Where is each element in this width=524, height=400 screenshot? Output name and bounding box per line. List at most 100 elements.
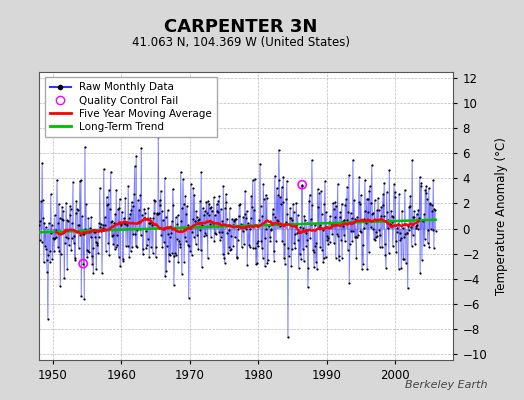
Point xyxy=(325,239,334,246)
Point xyxy=(343,216,351,223)
Point xyxy=(334,257,343,263)
Point xyxy=(279,173,288,180)
Point xyxy=(313,266,321,272)
Point xyxy=(72,198,81,204)
Point xyxy=(328,231,336,238)
Point xyxy=(61,240,69,246)
Point xyxy=(311,221,319,228)
Point xyxy=(198,222,206,228)
Point xyxy=(144,236,152,242)
Point xyxy=(390,181,398,188)
Point xyxy=(138,212,146,218)
Point xyxy=(359,225,368,232)
Point xyxy=(49,236,58,243)
Point xyxy=(223,230,232,236)
Point xyxy=(421,187,430,193)
Point xyxy=(428,208,436,214)
Point xyxy=(106,206,114,212)
Point xyxy=(77,177,85,184)
Point xyxy=(231,234,239,240)
Point xyxy=(235,202,244,208)
Point xyxy=(210,238,219,244)
Point xyxy=(105,186,113,193)
Point xyxy=(239,214,248,220)
Point xyxy=(395,266,403,272)
Point xyxy=(326,213,334,220)
Point xyxy=(147,220,156,226)
Point xyxy=(188,252,196,258)
Point xyxy=(304,265,313,272)
Point xyxy=(136,192,145,198)
Point xyxy=(263,194,271,201)
Point xyxy=(63,218,72,224)
Point xyxy=(351,216,359,223)
Point xyxy=(205,200,213,207)
Point xyxy=(115,196,124,202)
Point xyxy=(431,228,440,234)
Point xyxy=(393,225,401,231)
Point xyxy=(249,206,258,213)
Point xyxy=(259,181,268,188)
Point xyxy=(317,188,325,194)
Point xyxy=(152,210,161,217)
Point xyxy=(253,240,261,246)
Point xyxy=(134,219,143,226)
Point xyxy=(363,266,372,272)
Point xyxy=(101,214,109,221)
Point xyxy=(51,234,59,241)
Point xyxy=(105,252,114,258)
Point xyxy=(361,208,369,214)
Point xyxy=(402,259,410,266)
Point xyxy=(266,238,275,244)
Point xyxy=(348,156,357,163)
Point xyxy=(116,263,125,270)
Point xyxy=(135,206,143,213)
Point xyxy=(234,225,243,232)
Point xyxy=(69,239,78,246)
Point xyxy=(68,235,76,241)
Point xyxy=(425,200,434,206)
Point xyxy=(250,222,258,229)
Point xyxy=(352,255,361,261)
Point xyxy=(380,180,388,186)
Point xyxy=(188,229,196,235)
Point xyxy=(304,284,312,290)
Point xyxy=(118,209,126,215)
Point xyxy=(363,196,371,202)
Point xyxy=(130,190,138,197)
Point xyxy=(263,260,271,266)
Point xyxy=(414,206,423,213)
Point xyxy=(144,205,152,212)
Point xyxy=(384,225,392,231)
Point xyxy=(412,211,421,217)
Point xyxy=(190,192,199,198)
Point xyxy=(355,174,363,180)
Point xyxy=(62,216,71,223)
Point xyxy=(378,202,387,208)
Point xyxy=(429,177,438,183)
Point xyxy=(86,234,95,241)
Point xyxy=(319,259,328,265)
Point xyxy=(163,207,172,213)
Point xyxy=(160,226,168,232)
Point xyxy=(58,204,67,210)
Point xyxy=(287,262,296,269)
Point xyxy=(140,206,148,212)
Point xyxy=(373,233,381,239)
Text: Berkeley Earth: Berkeley Earth xyxy=(405,380,487,390)
Point xyxy=(377,213,385,219)
Point xyxy=(184,295,193,301)
Point xyxy=(245,223,253,230)
Point xyxy=(193,232,201,239)
Point xyxy=(159,238,168,245)
Point xyxy=(306,235,314,242)
Point xyxy=(415,214,423,221)
Point xyxy=(94,250,102,256)
Point xyxy=(385,250,393,256)
Point xyxy=(422,183,431,189)
Point xyxy=(210,194,218,200)
Point xyxy=(291,244,300,251)
Point xyxy=(290,231,299,237)
Point xyxy=(320,201,329,207)
Point xyxy=(216,237,224,244)
